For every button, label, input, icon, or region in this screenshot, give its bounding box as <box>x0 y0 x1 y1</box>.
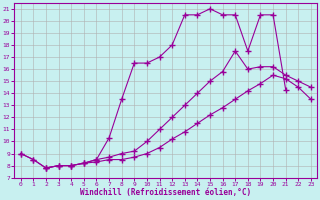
X-axis label: Windchill (Refroidissement éolien,°C): Windchill (Refroidissement éolien,°C) <box>80 188 252 197</box>
